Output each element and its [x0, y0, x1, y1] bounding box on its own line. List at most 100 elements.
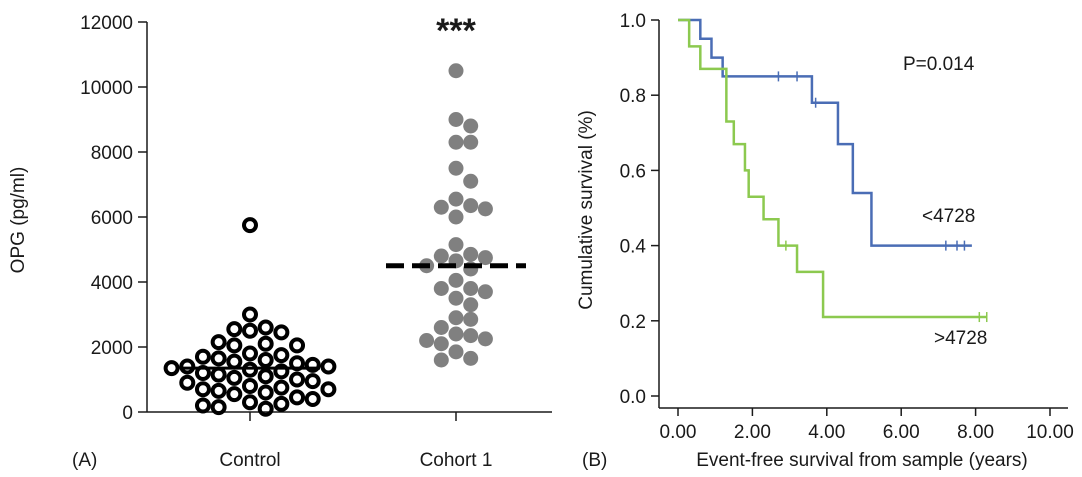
control-point: [289, 337, 306, 354]
panel-a-category-label: Control: [219, 450, 280, 471]
control-point: [273, 363, 290, 380]
p-value-annotation: P=0.014: [903, 54, 975, 75]
control-point: [226, 337, 243, 354]
control-point: [242, 322, 258, 339]
control-point: [257, 319, 274, 336]
control-point: [273, 347, 290, 364]
cohort-point: [448, 209, 464, 225]
cohort-point: [433, 199, 449, 215]
cohort-point: [433, 352, 449, 368]
cohort-point: [463, 198, 479, 214]
panel-a-y-tick-label: 0: [122, 403, 133, 424]
control-point: [226, 386, 243, 403]
panel-b-x-tick-label: 10.00: [1026, 422, 1074, 443]
panel-b-x-tick-label: 6.00: [883, 422, 920, 443]
panel-b: 0.0 0.2 0.4 0.6 0.8 1.0 0.00 2.00 4.00 6.00 8.00 1…: [576, 11, 1074, 471]
high-opg-survival-curve: [678, 18, 987, 319]
cohort-point: [463, 328, 479, 344]
panel-a-label: (A): [72, 450, 97, 471]
cohort-point: [448, 112, 464, 127]
control-point: [304, 391, 321, 407]
control-point: [257, 400, 274, 417]
panel-a-y-tick-label: 6000: [91, 208, 133, 229]
cohort-point: [448, 191, 464, 207]
panel-a-y-ticks: 0 2000 4000 6000 8000 10000 12000: [80, 13, 147, 424]
cohort-point: [448, 326, 464, 342]
control-point: [242, 345, 258, 362]
panel-b-y-tick-label: 0.2: [620, 312, 646, 333]
cohort-point: [448, 310, 464, 326]
cohort-point: [448, 290, 464, 306]
control-point: [320, 358, 337, 375]
panel-b-y-tick-label: 0.0: [620, 387, 646, 408]
control-point: [257, 384, 274, 401]
series-label-high: >4728: [934, 328, 987, 349]
control-point: [273, 395, 290, 412]
control-point: [257, 368, 274, 385]
cohort-point: [463, 281, 479, 296]
panel-b-y-tick-label: 1.0: [620, 11, 646, 32]
panel-b-x-tick-label: 4.00: [808, 422, 845, 443]
panel-a-y-tick-label: 12000: [80, 13, 133, 34]
control-point: [257, 335, 274, 352]
panel-b-x-tick-label: 8.00: [957, 422, 994, 443]
low-opg-survival-curve: [678, 18, 972, 247]
panel-a-medians: [180, 263, 526, 370]
panel-b-x-tick-label: 2.00: [734, 422, 771, 443]
control-point: [242, 394, 258, 411]
cohort-point: [463, 173, 479, 189]
cohort-point: [419, 333, 435, 348]
series-label-low: <4728: [922, 206, 975, 227]
cohort-point: [463, 350, 479, 366]
cohort-point: [463, 118, 479, 134]
control-point: [273, 324, 290, 341]
control-point: [194, 397, 211, 414]
panel-b-x-ticks: 0.00 2.00 4.00 6.00 8.00 10.00: [660, 408, 1074, 443]
cohort-point: [477, 284, 493, 300]
panel-b-y-tick-label: 0.8: [620, 86, 646, 107]
cohort-point: [433, 281, 449, 296]
control-point: [273, 379, 290, 396]
panel-a-points: [163, 63, 493, 417]
cohort-point: [433, 320, 449, 335]
cohort-point: [463, 134, 479, 150]
cohort-point: [448, 134, 464, 150]
control-point: [226, 369, 243, 386]
control-point: [304, 356, 321, 373]
panel-b-y-tick-label: 0.4: [620, 237, 647, 258]
control-point: [163, 360, 180, 377]
cohort-point: [477, 331, 493, 347]
control-point: [179, 358, 196, 375]
panel-a-x-ticks: Control Cohort 1: [219, 412, 492, 471]
cohort-point: [448, 272, 464, 288]
panel-b-x-label: Event-free survival from sample (years): [696, 450, 1028, 471]
panel-a-y-tick-label: 8000: [91, 143, 133, 164]
significance-marker: ***: [436, 12, 476, 50]
cohort-point: [477, 201, 493, 217]
control-point: [257, 352, 274, 368]
control-point: [226, 321, 243, 338]
control-point: [210, 399, 227, 416]
control-point: [210, 382, 227, 399]
control-point: [289, 389, 306, 406]
cohort-point: [448, 237, 464, 253]
panel-b-y-tick-label: 0.6: [620, 161, 646, 182]
control-point: [320, 381, 337, 398]
control-point: [210, 334, 227, 351]
cohort-point: [463, 246, 479, 262]
control-point: [289, 371, 306, 388]
control-point: [242, 217, 258, 234]
panel-b-x-tick-label: 0.00: [660, 422, 697, 443]
control-point: [194, 381, 211, 398]
control-point: [242, 306, 258, 323]
control-point: [194, 348, 211, 365]
panel-a: 0 2000 4000 6000 8000 10000 12000 Control Cohor…: [8, 12, 552, 471]
panel-b-y-ticks: 0.0 0.2 0.4 0.6 0.8 1.0: [620, 11, 659, 408]
control-point: [242, 378, 258, 394]
panel-a-y-tick-label: 10000: [80, 78, 133, 99]
panel-b-curves: <4728 >4728: [678, 18, 988, 349]
control-point: [210, 366, 227, 383]
cohort-point: [448, 160, 464, 176]
